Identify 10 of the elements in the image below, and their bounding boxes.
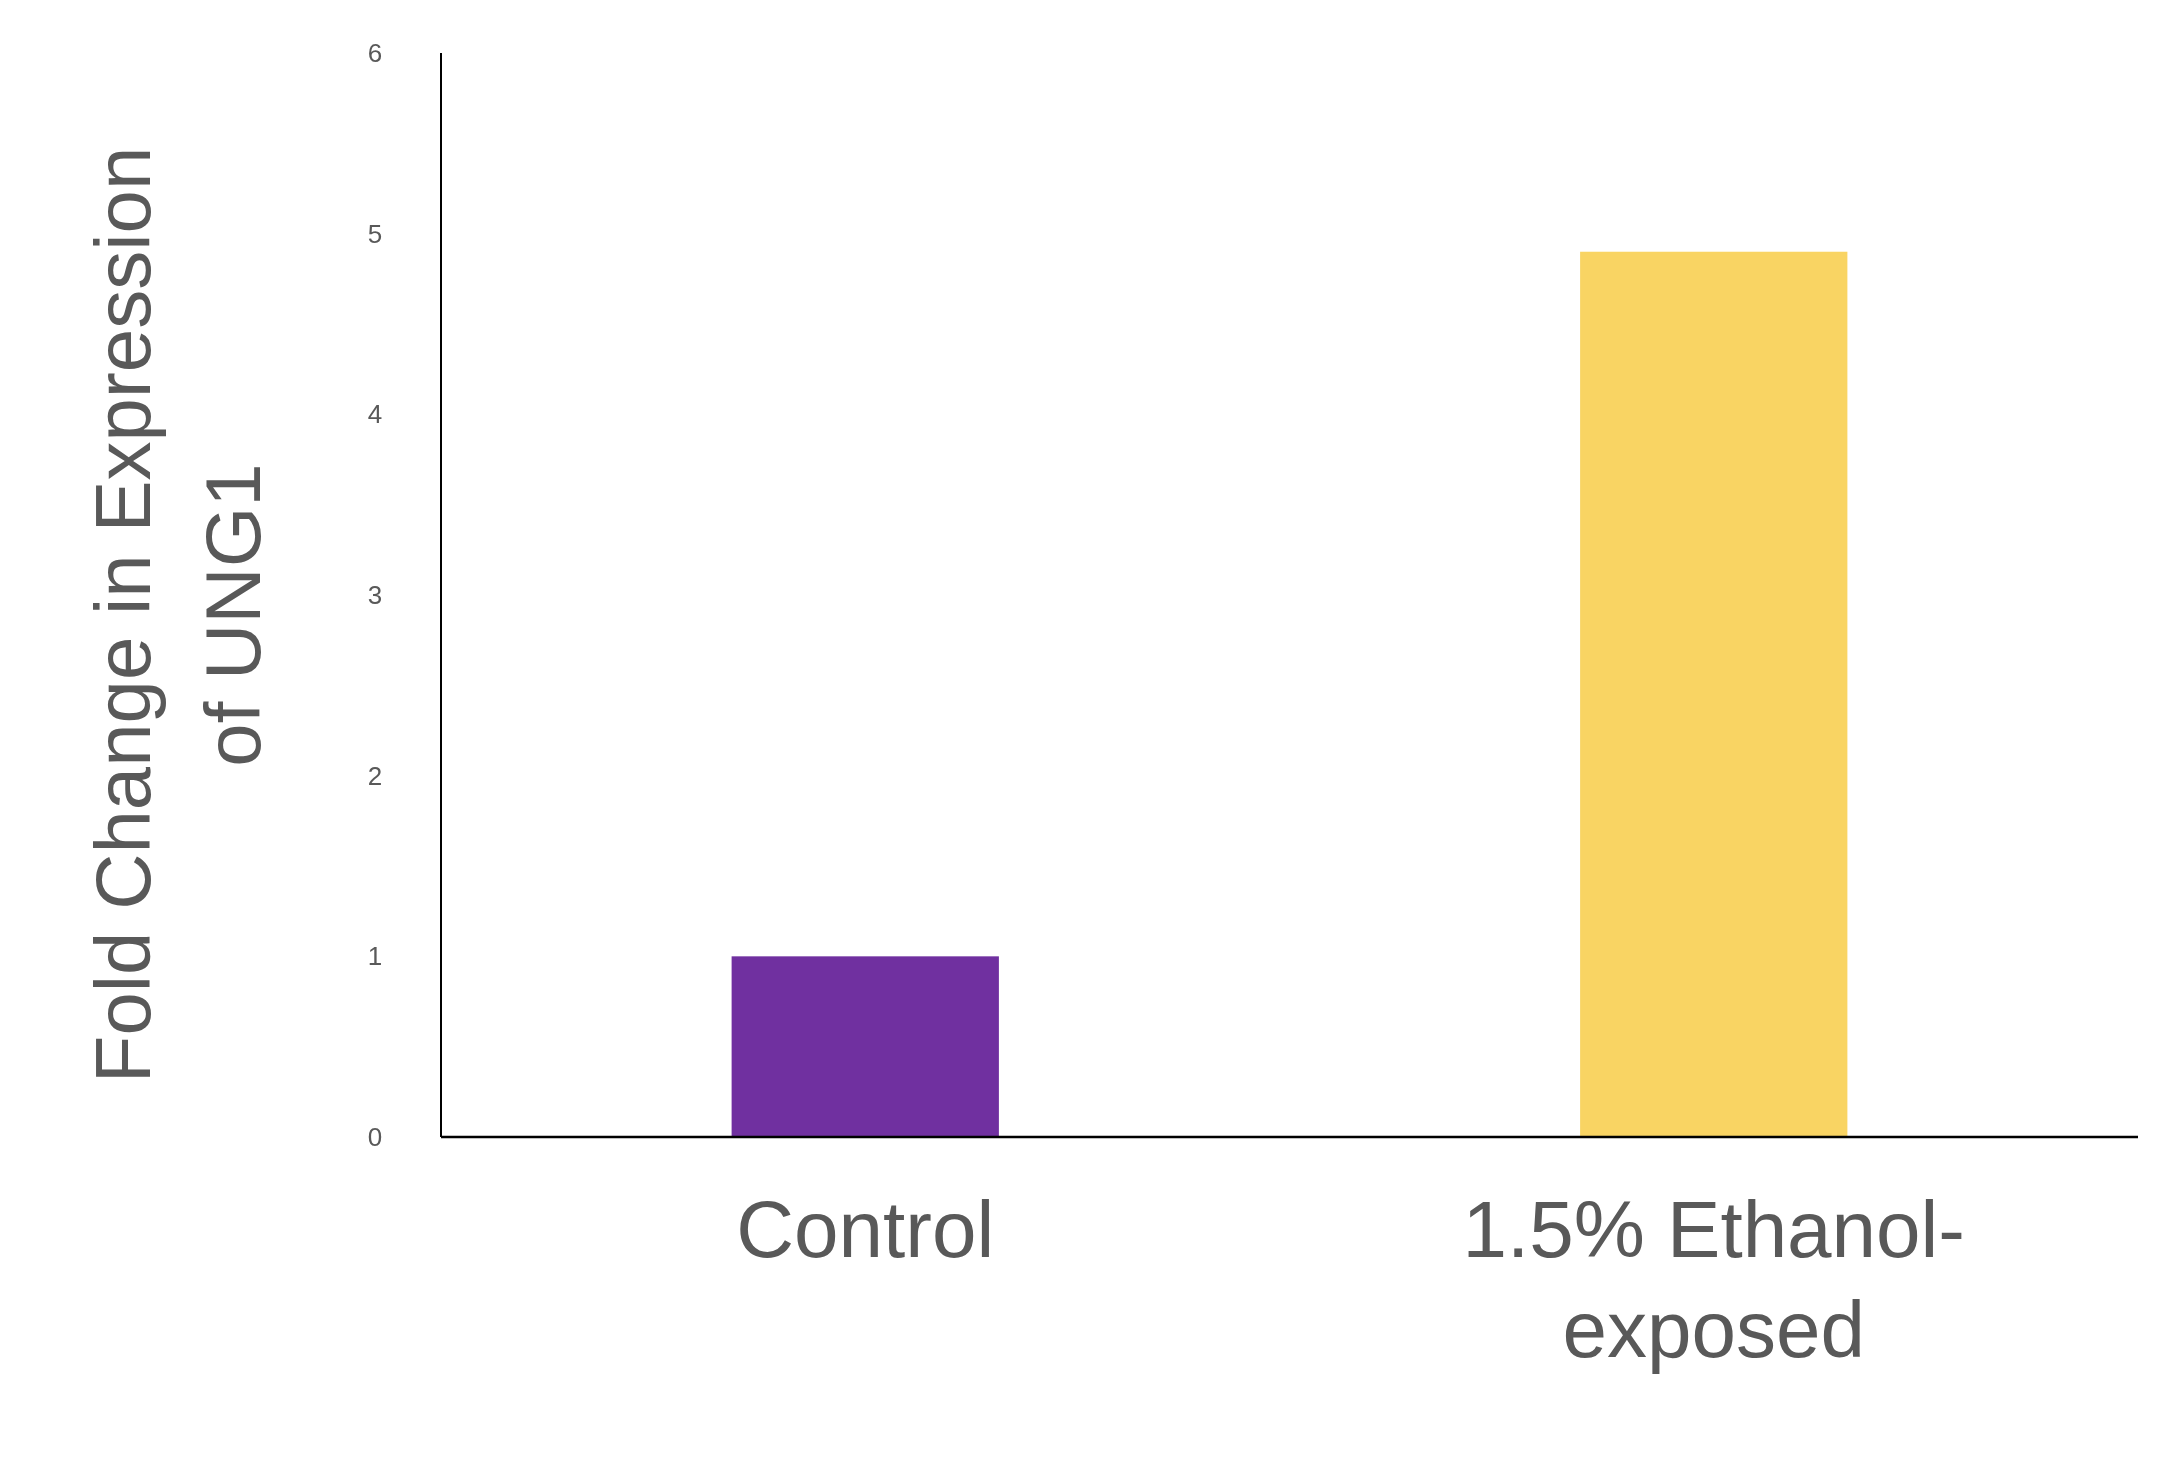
y-axis-title: Fold Change in Expression of UNG1 — [79, 146, 277, 1084]
x-tick-label: Control — [736, 1185, 995, 1274]
y-tick-label: 3 — [367, 580, 383, 611]
y-tick-label: 0 — [367, 1122, 383, 1153]
y-tick-label: 6 — [367, 38, 383, 69]
y-tick-label: 2 — [367, 760, 383, 791]
x-tick-label: 1.5% Ethanol-exposed — [1462, 1185, 1966, 1374]
y-tick-label: 1 — [367, 941, 383, 972]
y-tick-label: 5 — [367, 218, 383, 249]
y-tick-label: 4 — [367, 399, 383, 430]
